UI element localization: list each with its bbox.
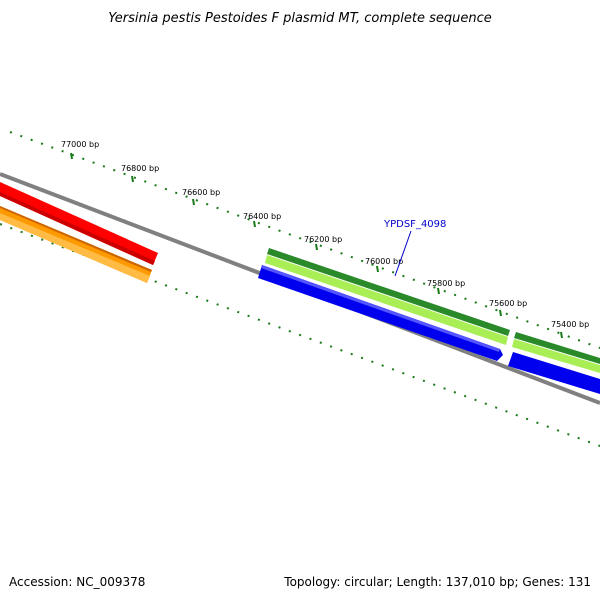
orange-feature-edge xyxy=(0,206,152,272)
tick-label: 76000 bp xyxy=(365,257,403,266)
red-feature-edge xyxy=(0,192,155,265)
tick-label: 76200 bp xyxy=(304,235,342,244)
major-tick xyxy=(437,287,440,295)
tick-label: 75600 bp xyxy=(489,299,527,308)
major-tick xyxy=(192,198,195,206)
tick-label: 76800 bp xyxy=(121,164,159,173)
major-tick xyxy=(499,309,502,317)
tick-label: 75800 bp xyxy=(427,279,465,288)
tick-labels: 77000 bp 76800 bp 76600 bp 76400 bp 7620… xyxy=(61,140,589,329)
orange-feature-shade xyxy=(0,213,150,283)
blue-feature xyxy=(258,265,503,361)
accession-text: Accession: NC_009378 xyxy=(9,575,146,589)
gene-label: YPDSF_4098 xyxy=(383,219,446,230)
major-ticks xyxy=(70,152,563,339)
inner-tick-ring xyxy=(0,223,600,447)
map-title: Yersinia pestis Pestoides F plasmid MT, … xyxy=(108,11,492,26)
major-tick xyxy=(253,220,256,228)
red-feature xyxy=(0,182,158,265)
blue-feature-highlight xyxy=(261,265,500,352)
major-tick xyxy=(560,331,563,339)
gene-label-leader xyxy=(394,230,412,277)
tick-label: 76400 bp xyxy=(243,212,281,221)
tick-label: 75400 bp xyxy=(551,320,589,329)
dark-green-feature-2 xyxy=(514,332,600,364)
major-tick xyxy=(376,265,379,273)
tick-label: 77000 bp xyxy=(61,140,99,149)
dark-green-feature xyxy=(267,248,510,336)
major-tick xyxy=(131,175,134,183)
major-tick xyxy=(315,243,318,251)
tick-label: 76600 bp xyxy=(182,188,220,197)
blue-feature-2 xyxy=(508,352,600,394)
light-green-feature xyxy=(265,255,508,345)
major-tick xyxy=(70,152,73,160)
light-green-feature-2 xyxy=(512,339,600,373)
stats-text: Topology: circular; Length: 137,010 bp; … xyxy=(284,575,591,589)
